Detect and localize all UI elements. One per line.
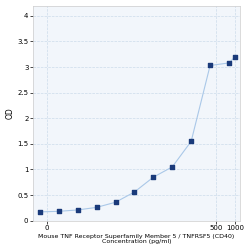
Point xyxy=(151,175,155,179)
Point xyxy=(114,200,117,204)
Point xyxy=(189,139,193,143)
Point xyxy=(94,206,98,210)
Point xyxy=(57,209,61,213)
Point xyxy=(227,61,231,65)
Point xyxy=(132,190,136,194)
X-axis label: Mouse TNF Receptor Superfamily Member 5 / TNFRSF5 (CD40)
Concentration (pg/ml): Mouse TNF Receptor Superfamily Member 5 … xyxy=(38,234,234,244)
Point xyxy=(208,64,212,68)
Point xyxy=(233,55,237,59)
Point xyxy=(38,210,42,214)
Y-axis label: OD: OD xyxy=(6,107,15,119)
Point xyxy=(170,165,174,169)
Point xyxy=(76,208,80,212)
